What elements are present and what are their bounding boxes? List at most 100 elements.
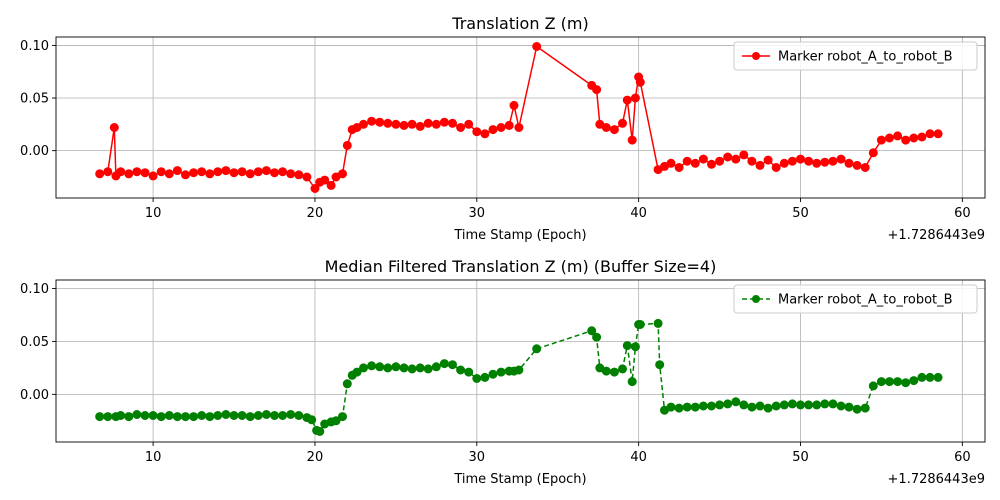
x-tick-label: 40 [630, 206, 647, 221]
data-point [423, 364, 433, 374]
data-point [763, 155, 773, 165]
data-point [140, 168, 150, 178]
data-point [399, 120, 409, 130]
data-point [592, 332, 602, 342]
y-tick-label: 0.00 [20, 388, 49, 403]
data-point [504, 120, 514, 130]
x-tick-label: 40 [630, 450, 647, 465]
data-point [342, 379, 352, 389]
data-point [876, 135, 886, 145]
data-point [514, 123, 524, 132]
data-point [464, 119, 474, 129]
data-point [812, 400, 822, 410]
data-point [532, 344, 542, 354]
data-point [707, 401, 716, 411]
data-point [917, 132, 927, 142]
data-point [868, 148, 878, 158]
data-point [237, 411, 247, 420]
data-point [630, 93, 640, 103]
data-point [338, 169, 347, 179]
data-point [310, 184, 320, 193]
x-tick-label: 60 [954, 450, 971, 465]
data-point [715, 156, 725, 166]
data-point [820, 157, 830, 167]
data-point [723, 399, 733, 409]
data-point [391, 362, 401, 372]
data-point [245, 169, 255, 179]
data-point [812, 158, 822, 168]
data-point [698, 154, 708, 164]
x-tick-label: 10 [145, 450, 162, 465]
data-point [116, 411, 126, 420]
series-1 [95, 42, 943, 193]
data-point [755, 160, 765, 170]
data-point [197, 167, 207, 177]
data-point [860, 163, 870, 172]
data-point [747, 156, 757, 166]
data-point [286, 410, 296, 419]
data-point [925, 372, 935, 382]
data-point [391, 119, 401, 129]
data-point [690, 402, 700, 412]
data-point [415, 363, 425, 373]
data-point [294, 170, 304, 180]
legend-label: Marker robot_A_to_robot_B [778, 293, 953, 308]
data-point [909, 376, 919, 386]
data-point [132, 167, 142, 177]
data-point [901, 135, 911, 145]
data-point [627, 135, 637, 145]
data-point [456, 365, 466, 375]
data-point [933, 372, 943, 382]
data-point [221, 410, 231, 419]
data-point [278, 167, 288, 177]
data-point [592, 85, 602, 95]
data-point [836, 154, 846, 164]
data-point [464, 367, 474, 377]
data-point [836, 401, 846, 411]
data-point [229, 168, 239, 178]
data-point [383, 118, 393, 128]
data-point [261, 410, 271, 419]
x-tick-label: 10 [145, 206, 162, 221]
data-point [331, 416, 341, 426]
data-point [885, 377, 894, 387]
data-point [771, 163, 781, 172]
data-point [164, 411, 174, 420]
x-tick-label: 60 [954, 206, 971, 221]
data-point [326, 180, 336, 190]
data-point [148, 171, 158, 181]
legend-label: Marker robot_A_to_robot_B [778, 50, 953, 65]
data-point [828, 399, 838, 409]
data-point [448, 118, 457, 128]
data-point [804, 400, 814, 410]
x-tick-label: 20 [307, 450, 324, 465]
x-tick-label: 30 [469, 206, 486, 221]
data-point [456, 123, 466, 132]
data-point [480, 129, 490, 139]
data-point [221, 166, 231, 176]
data-point [320, 175, 330, 185]
data-point [609, 367, 619, 377]
data-point [844, 402, 854, 412]
data-point [95, 169, 105, 179]
y-tick-label: 0.00 [20, 144, 49, 159]
data-point [901, 378, 911, 388]
data-point [294, 411, 304, 420]
axes-frame [55, 36, 986, 199]
data-point [488, 369, 498, 379]
series-1 [95, 318, 943, 436]
data-point [630, 342, 640, 352]
data-point [771, 401, 781, 411]
data-point [868, 381, 878, 391]
legend: Marker robot_A_to_robot_B [733, 41, 978, 71]
data-point [270, 168, 279, 178]
legend-box [733, 41, 978, 71]
legend: Marker robot_A_to_robot_B [733, 284, 978, 314]
data-point [116, 167, 126, 177]
data-point [674, 403, 684, 413]
x-offset-label: +1.7286443e9 [888, 228, 985, 243]
data-point [359, 363, 368, 373]
data-point [407, 364, 417, 374]
data-point [796, 154, 805, 164]
x-offset-label: +1.7286443e9 [888, 472, 985, 487]
